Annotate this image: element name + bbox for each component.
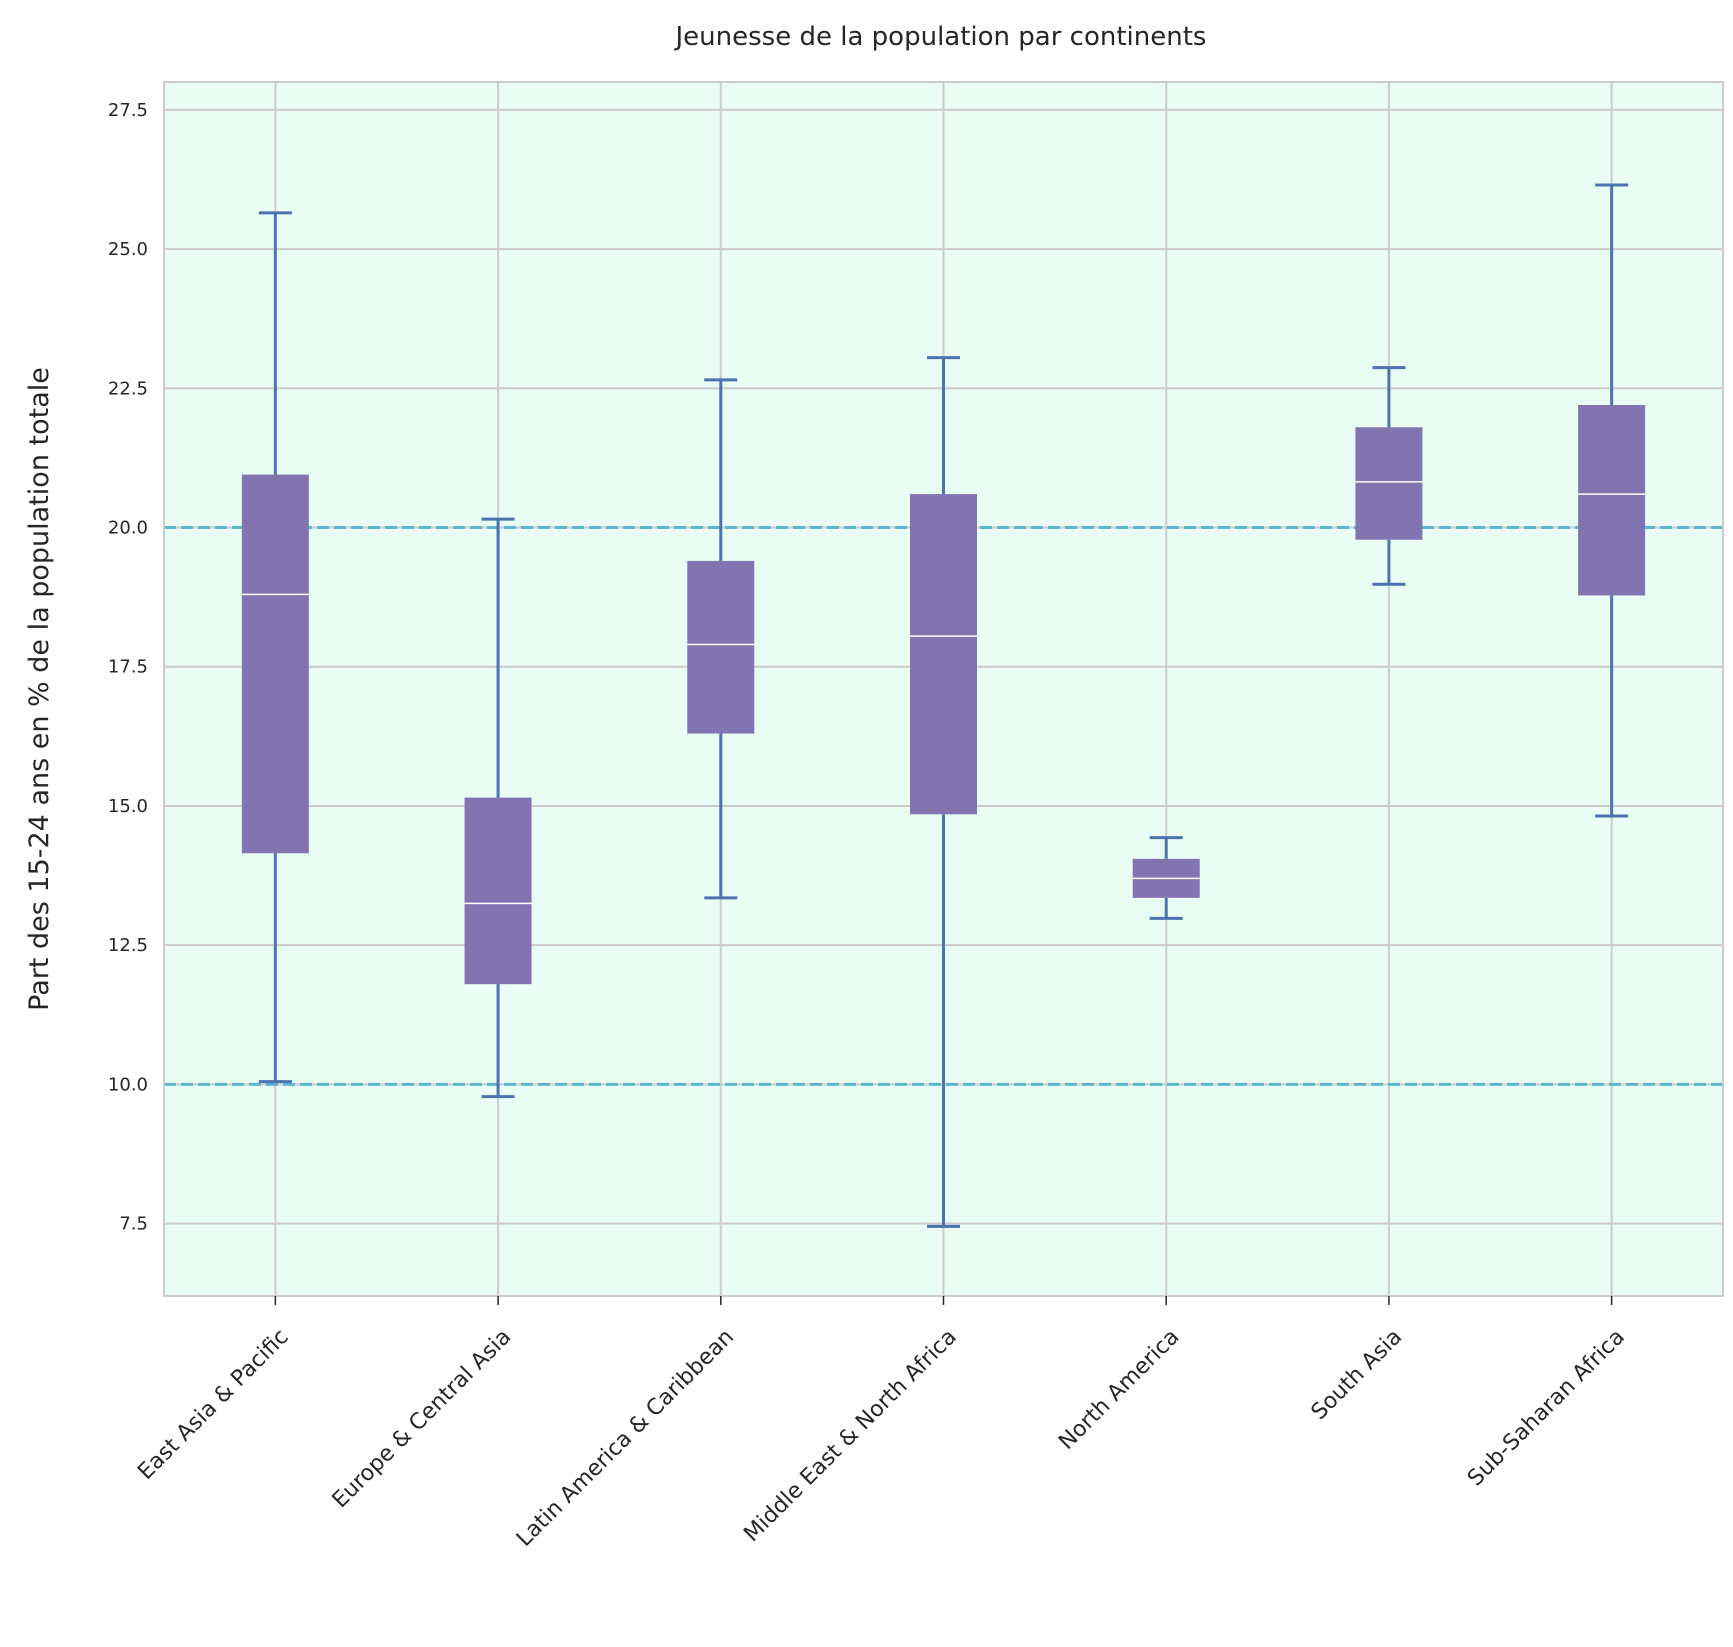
x-tick-label: North America [1054, 1325, 1184, 1455]
x-tick-label: Middle East & North Africa [739, 1325, 961, 1547]
y-axis-label: Part des 15-24 ans en % de la population… [24, 367, 55, 1011]
y-tick-label: 25.0 [108, 239, 148, 260]
box-group [687, 378, 755, 900]
y-tick-label: 20.0 [108, 518, 148, 539]
y-tick-label: 12.5 [108, 935, 148, 956]
box [910, 494, 977, 815]
y-tick-label: 10.0 [108, 1074, 148, 1095]
y-tick-label: 7.5 [119, 1214, 148, 1235]
box-group [1355, 366, 1423, 586]
x-axis-ticks: East Asia & Pacific Europe & Central Asia… [133, 1296, 1630, 1552]
box-group [1132, 836, 1200, 920]
x-tick-label: Sub-Saharan Africa [1463, 1325, 1630, 1492]
box-group [464, 517, 532, 1099]
y-tick-label: 27.5 [108, 100, 148, 121]
x-tick-label: South Asia [1307, 1325, 1407, 1425]
box-group [910, 356, 977, 1228]
x-tick-label: Europe & Central Asia [328, 1325, 517, 1514]
y-tick-label: 22.5 [108, 378, 148, 399]
box-group [1578, 183, 1646, 818]
x-tick-label: Latin America & Caribbean [512, 1325, 739, 1552]
reference-lines [164, 526, 1723, 1086]
box [687, 560, 755, 734]
box-group [241, 211, 309, 1084]
chart-title: Jeunesse de la population par continents [674, 22, 1207, 52]
box [1578, 404, 1646, 596]
y-tick-label: 17.5 [108, 657, 148, 678]
box [241, 474, 309, 854]
y-axis-ticks: 7.5 10.0 12.5 15.0 17.5 20.0 22.5 25.0 27.5 [108, 100, 148, 1235]
box [1355, 427, 1423, 540]
boxes [241, 183, 1646, 1228]
x-tick-label: East Asia & Pacific [133, 1325, 293, 1485]
box [464, 797, 532, 985]
y-tick-label: 15.0 [108, 796, 148, 817]
